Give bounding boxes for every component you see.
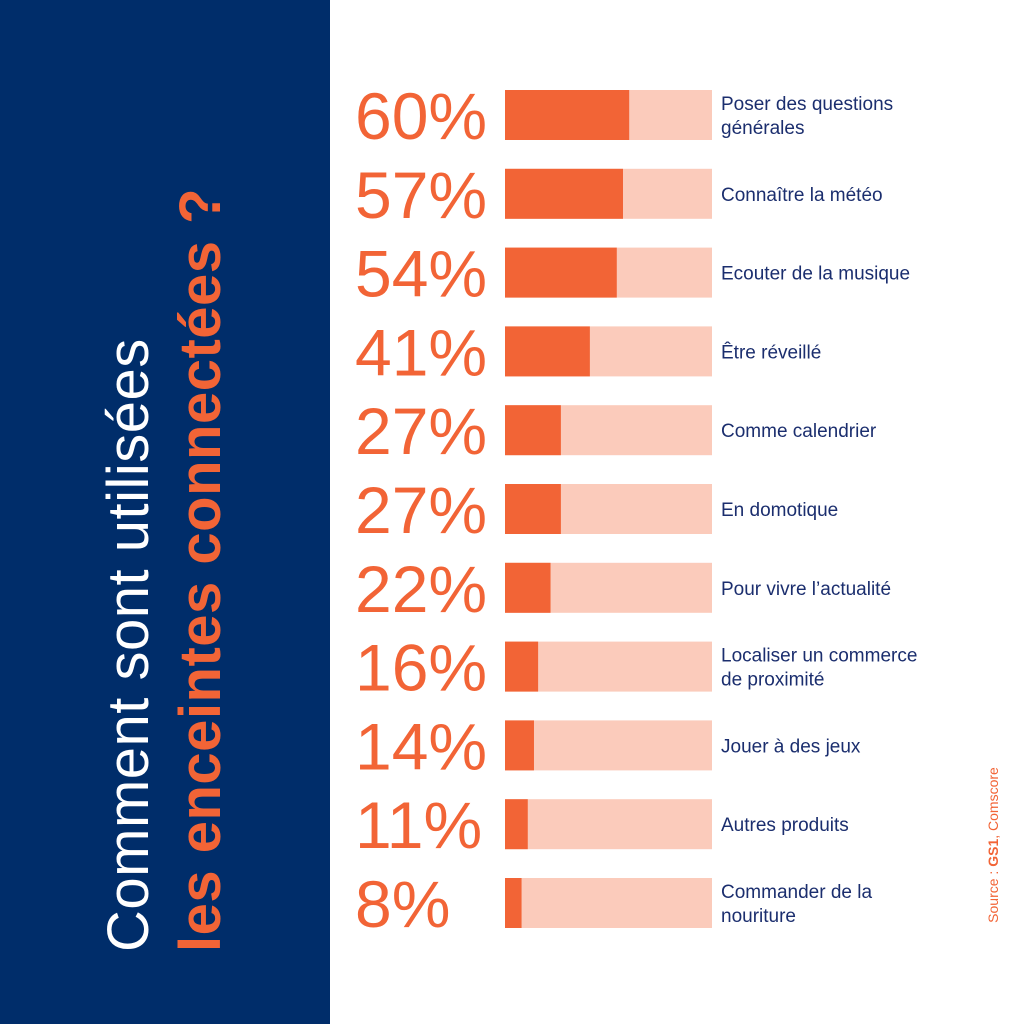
bar-row: 8% Commander de la nouriture — [355, 867, 872, 941]
source-brand: GS1 — [985, 838, 1001, 867]
category-label: Poser des questions — [721, 94, 893, 115]
source-suffix: , Comscore — [985, 767, 1001, 839]
category-label: Pour vivre l’actualité — [721, 579, 891, 600]
bar — [505, 247, 617, 298]
bar — [505, 878, 522, 928]
bar — [505, 405, 561, 456]
value-label: 41% — [355, 315, 487, 389]
source-note: Source : GS1, Comscore — [985, 767, 1001, 923]
bar — [505, 641, 539, 692]
bar-row: 14% Jouer à des jeux — [355, 709, 861, 783]
category-label: Autres produits — [721, 815, 849, 836]
value-label: 54% — [355, 237, 487, 311]
bar — [505, 168, 623, 219]
bar-track — [505, 641, 712, 692]
value-label: 22% — [355, 552, 487, 626]
category-label: Localiser un commerce — [721, 646, 917, 667]
bar-track — [505, 878, 712, 928]
bar-row: 54% Ecouter de la musique — [355, 237, 910, 311]
category-label: Jouer à des jeux — [721, 736, 861, 757]
category-label: Être réveillé — [721, 341, 821, 363]
category-label: Connaître la météo — [721, 185, 883, 206]
value-label: 16% — [355, 631, 487, 705]
value-label: 14% — [355, 709, 487, 783]
value-label: 57% — [355, 158, 487, 232]
bar-row: 27% Comme calendrier — [355, 394, 877, 468]
bar — [505, 326, 590, 377]
category-label: Comme calendrier — [721, 421, 877, 442]
bar-row: 57% Connaître la météo — [355, 158, 883, 232]
category-label: nouriture — [721, 906, 796, 927]
value-label: 27% — [355, 394, 487, 468]
bar — [505, 484, 561, 534]
bar — [505, 720, 534, 771]
category-label: de proximité — [721, 670, 825, 691]
source-prefix: Source : — [985, 866, 1001, 923]
bar — [505, 562, 551, 613]
value-label: 11% — [355, 788, 482, 862]
bar-track — [505, 720, 712, 771]
category-label: Ecouter de la musique — [721, 264, 910, 285]
bar — [505, 799, 528, 850]
bar-row: 22% Pour vivre l’actualité — [355, 552, 891, 626]
value-label: 60% — [355, 79, 487, 153]
category-label: En domotique — [721, 500, 838, 521]
bar — [505, 90, 630, 140]
bar-track — [505, 799, 712, 850]
bar-row: 41% Être réveillé — [355, 315, 821, 389]
bar-row: 27% En domotique — [355, 473, 838, 547]
bar-row: 60% Poser des questions générales — [355, 79, 893, 153]
category-label: générales — [721, 118, 804, 139]
title-panel: Comment sont utilisées les enceintes con… — [0, 0, 330, 1024]
value-label: 27% — [355, 473, 487, 547]
value-label: 8% — [355, 867, 450, 941]
bar-row: 11% Autres produits — [355, 788, 849, 862]
bar-row: 16% Localiser un commerce de proximité — [355, 631, 917, 705]
category-label: Commander de la — [721, 882, 872, 903]
